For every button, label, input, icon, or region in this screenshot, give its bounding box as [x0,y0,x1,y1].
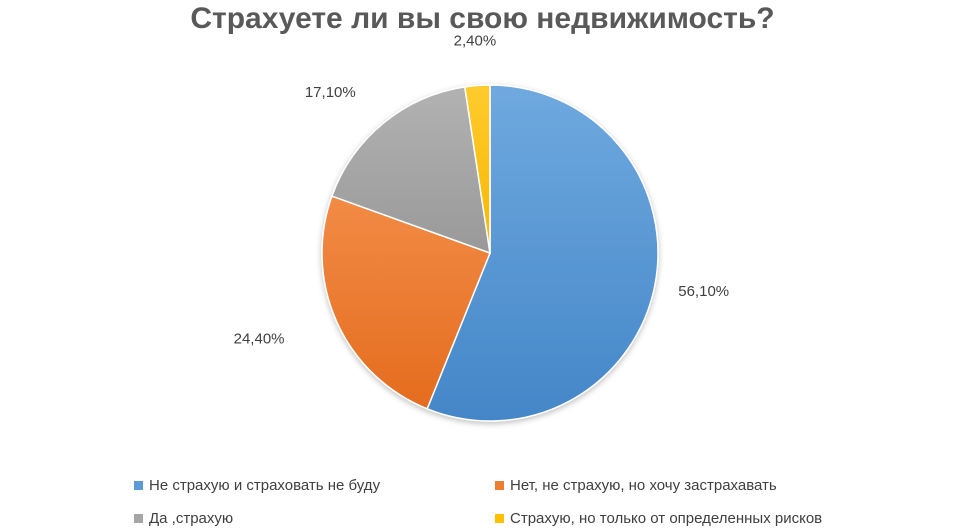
pie-slice [321,195,491,410]
pie-slice [426,84,659,422]
chart-title: Страхуете ли вы свою недвижимость? [190,2,775,35]
pie-slice [330,86,491,255]
data-label: 24,40% [234,331,285,348]
data-label: 56,10% [678,283,729,300]
data-label: 2,40% [454,33,497,50]
pie-slice [463,84,491,254]
data-label: 17,10% [305,84,356,101]
